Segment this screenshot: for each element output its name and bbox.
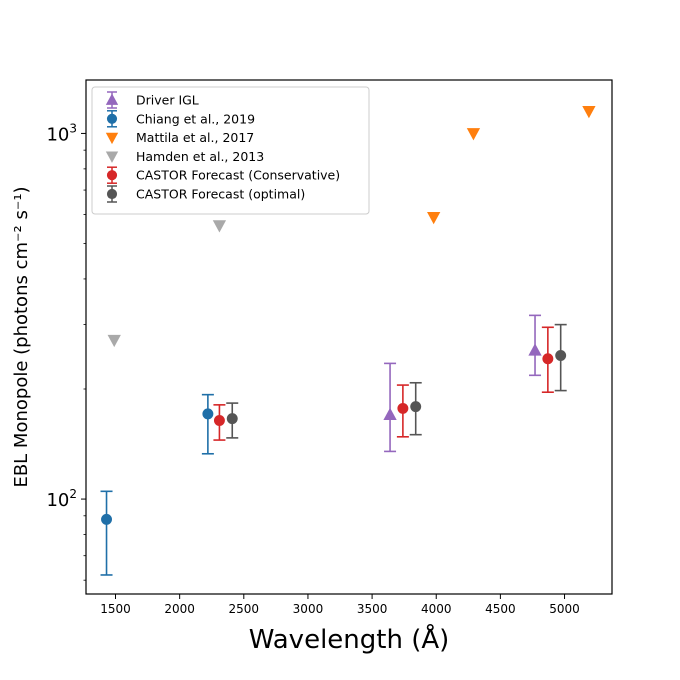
data-point [212,220,227,233]
plot-frame [85,79,613,595]
y-tick-exponent: 3 [69,121,77,135]
data-point [383,407,397,421]
x-tick-label: 2500 [229,602,260,616]
x-tick-label: 4500 [485,602,516,616]
data-point [202,408,214,420]
x-tick-label: 3000 [293,602,324,616]
legend-marker [105,132,119,145]
legend-label: Mattila et al., 2017 [136,130,254,145]
data-point [427,211,441,225]
legend-marker [106,113,118,124]
data-point [582,105,596,119]
y-axis-label: EBL Monopole (photons cm⁻² s⁻¹) [11,186,32,487]
x-tick-label: 5000 [549,602,580,616]
data-point [542,353,554,365]
x-axis-label: Wavelength (Å) [249,623,450,655]
legend-box [91,86,370,215]
legend-marker [106,170,118,181]
data-point [528,343,542,356]
legend-label: Chiang et al., 2019 [136,111,255,126]
data-point [555,350,567,361]
x-tick-label: 1500 [100,602,131,616]
data-point [226,413,238,425]
legend-label: CASTOR Forecast (Conservative) [136,168,340,183]
data-point [107,334,121,348]
y-tick-exponent: 2 [69,487,77,501]
y-tick-label: 102 [46,487,77,511]
y-tick-label: 103 [46,121,77,145]
x-tick-label: 3500 [357,602,388,616]
legend-label: Hamden et al., 2013 [136,149,264,164]
data-point [466,128,481,141]
x-tick-label: 2000 [164,602,195,616]
legend-marker [105,151,119,163]
legend-marker [105,93,119,105]
data-point [213,415,225,426]
legend-label: CASTOR Forecast (optimal) [136,187,305,202]
legend-marker [106,188,118,200]
data-marks [100,105,596,576]
data-point [397,402,409,414]
legend: Driver IGL Chiang et al., 2019 Mattila et … [91,86,370,215]
legend-label: Driver IGL [136,93,199,108]
data-point [410,401,422,413]
y-tick-base: 10 [46,490,69,511]
y-tick-base: 10 [46,124,69,145]
x-tick-label: 4000 [421,602,452,616]
data-point [101,513,112,525]
